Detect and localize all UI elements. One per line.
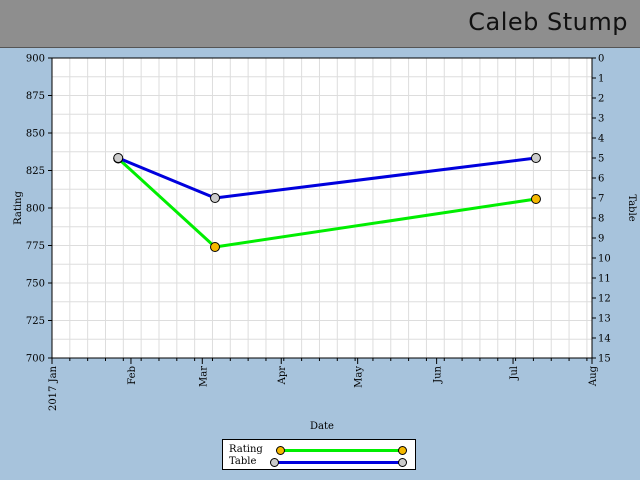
legend-marker-rating-right (398, 446, 407, 455)
y-right-tick-label: 6 (598, 174, 604, 185)
y-left-axis-title: Rating (13, 191, 24, 225)
y-left-tick-label: 875 (26, 91, 45, 102)
y-right-tick-label: 3 (598, 114, 604, 125)
y-left-tick-label: 725 (26, 316, 45, 327)
y-right-tick-label: 10 (598, 254, 611, 265)
x-tick-label: Aug (588, 365, 599, 387)
data-point-table (210, 193, 221, 203)
y-left-tick-label: 900 (26, 54, 45, 65)
legend-label-table: Table (229, 456, 257, 467)
x-tick-label: Mar (198, 366, 209, 387)
x-tick-label: 2017 Jan (48, 365, 59, 411)
y-left-tick-label: 800 (26, 204, 45, 215)
y-right-tick-label: 2 (598, 94, 604, 105)
chart-legend: Rating Table (222, 439, 416, 470)
legend-line-table (275, 461, 403, 464)
y-left-tick-label: 700 (26, 354, 45, 365)
y-right-tick-label: 15 (598, 354, 611, 365)
y-left-tick-label: 750 (26, 279, 45, 290)
legend-marker-table-left (270, 458, 279, 467)
y-right-tick-label: 7 (598, 194, 604, 205)
y-right-tick-label: 1 (598, 74, 604, 85)
x-tick-label: May (354, 366, 365, 388)
player-name: Caleb Stump (468, 8, 628, 36)
x-tick-label: Apr (277, 366, 288, 386)
y-left-tick-label: 850 (26, 129, 45, 140)
data-point-table (530, 153, 541, 163)
x-axis-title: Date (310, 421, 334, 432)
data-point-rating (530, 194, 541, 204)
x-tick-label: Feb (127, 366, 138, 385)
y-left-tick-label: 775 (26, 241, 45, 252)
legend-marker-table-right (398, 458, 407, 467)
y-right-tick-label: 13 (598, 314, 611, 325)
data-point-rating (210, 242, 221, 252)
data-point-table (113, 153, 124, 163)
y-right-tick-label: 4 (598, 134, 604, 145)
legend-marker-rating-left (276, 446, 285, 455)
y-right-tick-label: 12 (598, 294, 611, 305)
x-tick-label: Jun (433, 365, 444, 383)
x-tick-label: Jul (509, 366, 520, 381)
y-right-tick-label: 9 (598, 234, 604, 245)
y-right-tick-label: 11 (598, 274, 611, 285)
y-right-axis-title: Table (626, 194, 637, 221)
y-left-tick-label: 825 (26, 166, 45, 177)
y-right-tick-label: 8 (598, 214, 604, 225)
y-right-tick-label: 0 (598, 54, 604, 65)
header-bar: Caleb Stump (0, 0, 640, 48)
y-right-tick-label: 14 (598, 334, 611, 345)
legend-label-rating: Rating (229, 444, 263, 455)
legend-line-rating (281, 449, 403, 452)
y-right-tick-label: 5 (598, 154, 604, 165)
